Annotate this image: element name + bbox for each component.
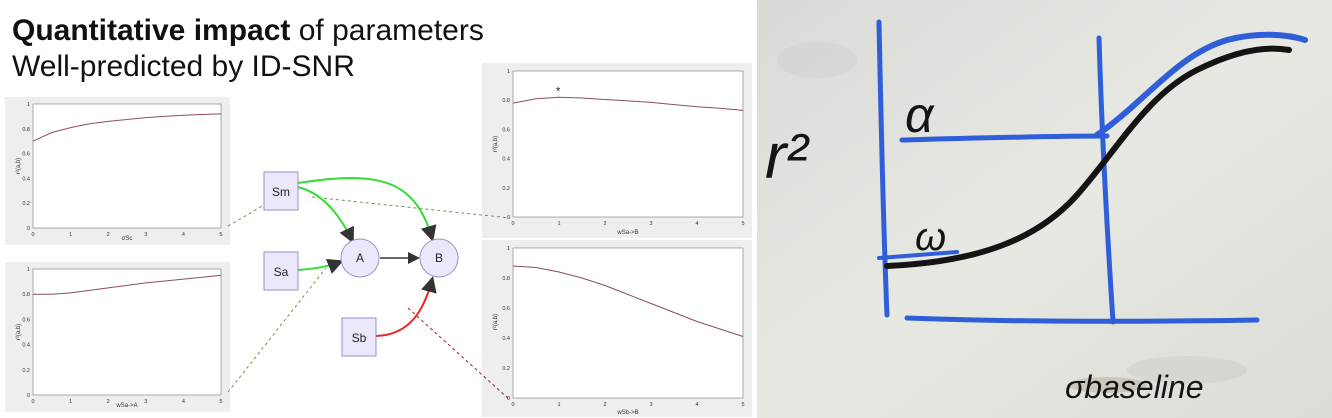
x-tick-label: 2 (603, 221, 606, 227)
node-a: A (341, 239, 379, 277)
x-tick-label: 3 (144, 232, 147, 238)
y-tick-label: 0 (27, 393, 30, 399)
x-tick-label: 1 (69, 399, 72, 405)
edge-sm-b (298, 178, 432, 238)
node-sb-label: Sb (352, 331, 367, 345)
r-squared-label: r² (765, 120, 810, 192)
x-tick-label: 5 (219, 232, 222, 238)
y-tick-label: 0.8 (502, 276, 510, 282)
omega-label: ω (915, 215, 946, 259)
y-tick-label: 0.2 (502, 186, 510, 192)
x-tick-label: 4 (182, 232, 185, 238)
node-a-label: A (356, 251, 364, 265)
x-tick-label: 3 (649, 402, 652, 408)
y-tick-label: 0.2 (22, 201, 30, 207)
plot-4-axes (513, 248, 743, 398)
plot-4-xlabel: wSb->B (616, 410, 638, 416)
edge-sa-a (298, 262, 340, 270)
plot-3-axes (513, 71, 743, 217)
plot-4-ylabel: r²(a,b) (493, 314, 499, 330)
x-tick-label: 1 (557, 221, 560, 227)
y-tick-label: 1 (507, 246, 510, 252)
sigma-baseline-label: σbaseline (1065, 369, 1204, 405)
figure-panel: 0 0.2 0.4 0.6 0.8 1 0 1 2 3 4 5 σSc r²(a,b) 0 0.2 0.4… (0, 0, 757, 418)
x-tick-label: 4 (695, 402, 698, 408)
node-sb: Sb (342, 318, 376, 356)
y-tick-label: 0.6 (502, 306, 510, 312)
plot-1: 0 0.2 0.4 0.6 0.8 1 0 1 2 3 4 5 σSc r²(a,b) (5, 97, 230, 245)
plot-3-marker: * (556, 85, 561, 97)
alpha-label: α (905, 87, 935, 143)
y-tick-label: 0.2 (502, 366, 510, 372)
y-tick-label: 0 (27, 226, 30, 232)
x-tick-label: 1 (557, 402, 560, 408)
connector-plot1 (228, 205, 264, 226)
plot-1-axes (33, 104, 221, 228)
y-tick-label: 0.4 (502, 157, 510, 163)
x-tick-label: 3 (144, 399, 147, 405)
x-tick-label: 4 (695, 221, 698, 227)
y-tick-label: 0.8 (22, 127, 30, 133)
x-tick-label: 5 (219, 399, 222, 405)
plot-2-axes (33, 269, 221, 395)
y-tick-label: 0.6 (22, 317, 30, 323)
plot-2-xlabel: wSa->A (115, 403, 137, 409)
edge-sb-b (376, 280, 432, 336)
y-tick-label: 0.8 (502, 98, 510, 104)
plot-3-xlabel: wSa->B (616, 230, 638, 236)
x-tick-label: 1 (69, 232, 72, 238)
y-tick-label: 0.6 (502, 127, 510, 133)
y-tick-label: 0.2 (22, 368, 30, 374)
x-tick-label: 2 (603, 402, 606, 408)
whiteboard-sketch: r² α ω σbaseline (757, 0, 1332, 418)
board-smudge (777, 42, 857, 78)
y-tick-label: 0.8 (22, 292, 30, 298)
plot-1-xlabel: σSc (122, 236, 133, 242)
x-tick-label: 5 (741, 402, 744, 408)
plot-2-ylabel: r²(a,b) (16, 324, 22, 340)
x-tick-label: 3 (649, 221, 652, 227)
y-tick-label: 0.4 (502, 336, 510, 342)
y-tick-label: 0.6 (22, 152, 30, 158)
edge-sm-a (298, 187, 352, 240)
connector-plot3 (312, 197, 510, 218)
node-sm-label: Sm (272, 185, 290, 199)
y-tick-label: 1 (27, 102, 30, 108)
node-b: B (420, 239, 458, 277)
y-tick-label: 1 (27, 267, 30, 273)
plot-3-ylabel: r²(a,b) (493, 136, 499, 152)
plot-2: 0 0.2 0.4 0.6 0.8 1 0 1 2 3 4 5 wSa->A r²(a,b) (5, 262, 230, 412)
node-sa: Sa (264, 252, 298, 290)
x-tick-label: 5 (741, 221, 744, 227)
x-tick-label: 0 (511, 402, 514, 408)
plot-3: 0 0.2 0.4 0.6 0.8 1 0 1 2 3 4 5 * wSa->B r²(a,b) (482, 63, 752, 238)
y-tick-label: 1 (507, 69, 510, 75)
y-tick-label: 0.4 (22, 343, 30, 349)
node-sa-label: Sa (274, 265, 289, 279)
plot-4: 0 0.2 0.4 0.6 0.8 1 0 1 2 3 4 5 wSb->B r²(a,b) (482, 240, 752, 417)
x-tick-label: 0 (31, 232, 34, 238)
x-tick-label: 0 (31, 399, 34, 405)
node-b-label: B (435, 251, 443, 265)
y-tick-label: 0.4 (22, 176, 30, 182)
x-tick-label: 4 (182, 399, 185, 405)
x-tick-label: 2 (107, 232, 110, 238)
plot-1-ylabel: r²(a,b) (16, 158, 22, 174)
x-tick-label: 2 (107, 399, 110, 405)
y-tick-label: 0 (507, 396, 510, 402)
node-sm: Sm (264, 172, 298, 210)
x-tick-label: 0 (511, 221, 514, 227)
